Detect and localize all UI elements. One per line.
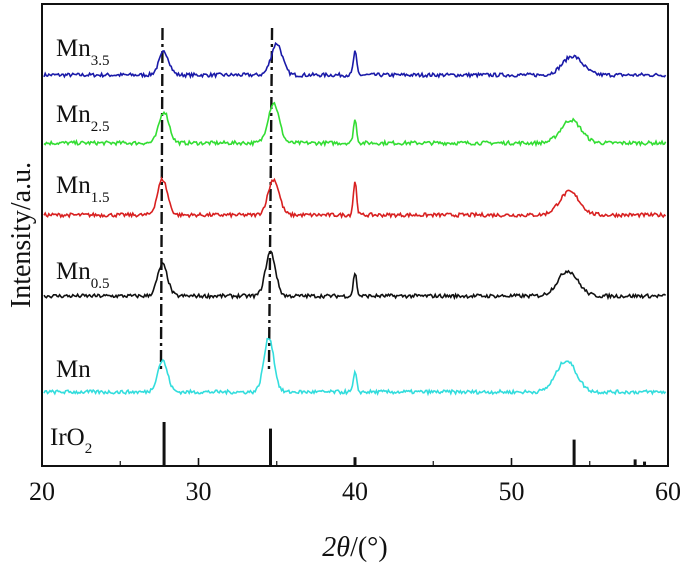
series-label-sub: 3.5 [91, 53, 110, 69]
x-axis-label-unit: /(°) [350, 532, 388, 563]
reference-label-sub: 2 [85, 441, 93, 457]
reference-sticks [162, 422, 647, 466]
series-line-Mn0.5 [43, 250, 667, 301]
x-axis-label-italic: 2θ [322, 532, 350, 563]
series-label-main: Mn [56, 172, 91, 199]
reference-label-main: IrO [50, 424, 85, 451]
series-label-Mn3.5: Mn3.5 [56, 35, 109, 69]
x-axis-label: 2θ/(°) [322, 532, 387, 563]
series-line-Mn [43, 337, 667, 397]
series-label-Mn0.5: Mn0.5 [56, 258, 109, 292]
guide-line-2 [267, 27, 274, 373]
series-label-Mn2.5: Mn2.5 [56, 101, 109, 135]
series-curves [43, 41, 667, 397]
series-label-main: Mn [56, 101, 91, 128]
series-label-main: Mn [56, 258, 91, 285]
x-tick-label: 40 [342, 477, 368, 506]
guide-line-1 [159, 27, 164, 373]
series-label-sub: 2.5 [91, 119, 110, 135]
y-axis-label: Intensity/a.u. [6, 162, 37, 308]
series-label-main: Mn [56, 356, 91, 383]
series-line-Mn2.5 [43, 101, 667, 148]
guide-lines [159, 27, 274, 373]
plot-frame [41, 3, 669, 467]
series-line-Mn3.5 [43, 41, 667, 80]
x-tick-label: 30 [186, 477, 212, 506]
x-tick-label: 20 [29, 477, 55, 506]
series-label-Mn1.5: Mn1.5 [56, 172, 109, 206]
x-tick-label: 60 [655, 477, 681, 506]
x-tick-label: 50 [499, 477, 525, 506]
series-label-main: Mn [56, 35, 91, 62]
series-label-Mn: Mn [56, 356, 91, 383]
series-line-Mn1.5 [43, 176, 667, 220]
x-axis: 20 30 40 50 60 [29, 458, 681, 506]
series-label-sub: 0.5 [91, 276, 110, 292]
series-label-sub: 1.5 [91, 190, 110, 206]
reference-label: IrO2 [50, 424, 92, 457]
